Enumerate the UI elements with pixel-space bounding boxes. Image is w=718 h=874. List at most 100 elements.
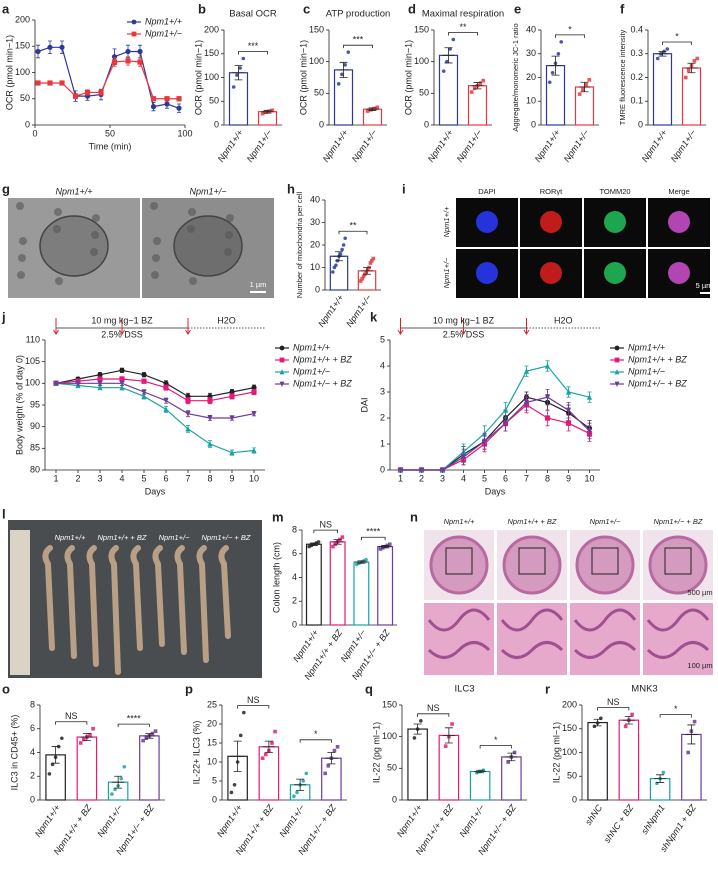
marker <box>439 467 446 474</box>
data-point <box>231 85 236 89</box>
y-tick-label: 8 <box>292 524 297 534</box>
data-point <box>346 50 351 54</box>
organelle <box>91 231 99 239</box>
error-bar <box>474 769 487 774</box>
x-tick-label: Npm1+/− <box>457 803 486 839</box>
scale-bar-label: 1 µm <box>250 280 267 289</box>
data-point <box>581 87 585 92</box>
legend-label: Npm1+/+ <box>628 342 665 352</box>
data-point <box>692 59 697 63</box>
y-tick-label: 150 <box>382 699 397 709</box>
significance-label: ** <box>349 221 357 231</box>
colon <box>64 545 77 659</box>
data-point <box>295 790 299 795</box>
data-point <box>340 247 344 252</box>
y-tick-label: 50 <box>387 763 397 773</box>
annotation: 2.5% DSS <box>101 329 143 339</box>
data-point <box>340 72 344 77</box>
error-bar <box>80 733 93 742</box>
marker <box>137 48 143 55</box>
x-tick-label: 9 <box>566 473 571 483</box>
data-point <box>469 90 474 94</box>
marker <box>111 59 118 65</box>
error-bar <box>366 107 379 111</box>
x-tick-label: 9 <box>229 473 234 483</box>
data-point <box>229 790 234 795</box>
organelle <box>187 225 195 233</box>
significance-label: NS <box>319 520 332 530</box>
data-point <box>336 82 341 86</box>
y-tick-label: 100 <box>414 56 429 66</box>
panel-letter: e <box>514 1 521 16</box>
x-tick-label: 3 <box>440 473 445 483</box>
data-point <box>368 261 373 265</box>
significance-label: **** <box>127 714 142 724</box>
significance-bracket <box>343 44 373 49</box>
significance-bracket <box>448 32 478 36</box>
cell-signal <box>668 211 690 233</box>
y-tick-label: 110 <box>26 334 40 344</box>
series-line <box>55 382 255 454</box>
y-axis-label: IL-22 (pg ml−1) <box>371 722 381 783</box>
data-point <box>683 75 688 80</box>
crypts <box>500 608 564 659</box>
y-axis-label: Colon length (cm) <box>271 542 281 613</box>
legend-marker <box>614 369 620 375</box>
series-line <box>400 404 590 471</box>
y-tick-label: 105 <box>25 356 40 366</box>
significance-label: **** <box>366 527 381 537</box>
data-point <box>559 40 564 44</box>
data-point <box>338 252 343 256</box>
data-point <box>661 770 666 775</box>
x-tick-label: Npm1+/+ <box>395 803 424 839</box>
significance-bracket <box>237 705 270 709</box>
bar <box>438 54 459 126</box>
x-tick-label: Npm1+/+ <box>216 128 245 164</box>
significance-bracket <box>55 721 88 725</box>
significance-label: * <box>674 704 678 714</box>
x-tick-label: 6 <box>503 473 508 483</box>
marker <box>481 438 488 445</box>
marker <box>125 48 131 55</box>
y-tick-label: 150 <box>15 41 30 51</box>
x-tick-label: 10 <box>584 473 594 483</box>
image-label: Npm1+/+ <box>55 533 86 542</box>
panel-letter: m <box>272 509 284 524</box>
x-tick-label: shNC + BZ <box>602 802 636 844</box>
data-point <box>577 92 582 96</box>
data-point <box>343 63 347 67</box>
data-point <box>630 712 634 717</box>
data-point <box>419 719 423 723</box>
cell-signal <box>476 211 498 233</box>
marker <box>47 80 53 86</box>
image-label: Npm1+/− <box>159 533 190 542</box>
organelle <box>189 277 197 285</box>
y-tick-label: 200 <box>15 14 30 24</box>
panel-letter: i <box>402 181 406 196</box>
x-tick-label: 7 <box>185 473 190 483</box>
error-bar <box>505 752 518 762</box>
data-point <box>550 70 555 75</box>
x-tick-label: Npm1+/+ <box>426 128 455 164</box>
data-point <box>301 779 306 783</box>
error-bar <box>143 733 156 739</box>
marker <box>97 376 103 382</box>
colon-section <box>648 535 708 595</box>
marker <box>98 89 104 96</box>
significance-bracket <box>338 230 368 235</box>
data-point <box>375 105 380 110</box>
error-bar <box>325 752 338 765</box>
legend-label: Npm1+/− + BZ <box>293 378 352 388</box>
annotation: 10 mg kg−1 BZ <box>91 315 153 325</box>
marker <box>251 411 257 417</box>
significance-label: *** <box>353 35 364 45</box>
x-tick-label: Npm1+/− <box>669 128 698 164</box>
y-tick-label: 200 <box>562 699 577 709</box>
annotation: H2O <box>217 315 236 325</box>
organelle <box>188 208 196 216</box>
y-tick-label: 0 <box>25 119 30 129</box>
data-point <box>91 726 95 731</box>
y-axis-label: Number of mitochondria per cell <box>295 192 304 299</box>
significance-label: *** <box>248 41 259 51</box>
y-tick-label: 100 <box>382 731 397 741</box>
